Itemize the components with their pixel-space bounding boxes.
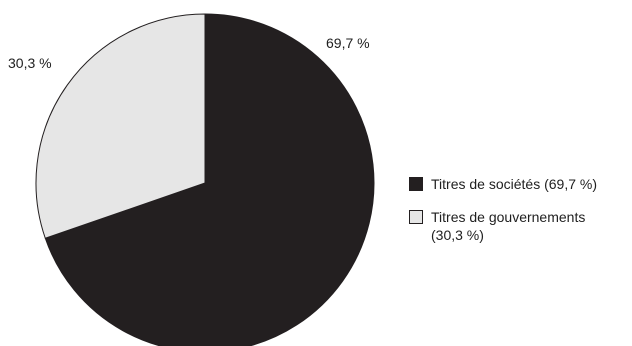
slice-labels: 69,7 % 30,3 %: [8, 35, 370, 71]
slice-label-societes: 69,7 %: [326, 35, 370, 51]
pie-slices: [35, 13, 375, 346]
pie-slice-gouvernements: [35, 13, 206, 239]
legend: Titres de sociétés (69,7 %) Titres de go…: [409, 176, 597, 243]
legend-swatch-societes: [409, 177, 423, 191]
legend-item-societes: Titres de sociétés (69,7 %): [409, 176, 597, 192]
slice-label-gouvernements: 30,3 %: [8, 55, 52, 71]
legend-swatch-gouvernements: [409, 210, 423, 224]
legend-item-gouvernements: Titres de gouvernements (30,3 %): [409, 209, 585, 243]
legend-label-societes: Titres de sociétés (69,7 %): [431, 176, 597, 192]
pie-slice-societes: [44, 13, 375, 346]
legend-label-gouvernements-line1: Titres de gouvernements: [431, 209, 585, 225]
legend-label-gouvernements-line2: (30,3 %): [431, 227, 484, 243]
